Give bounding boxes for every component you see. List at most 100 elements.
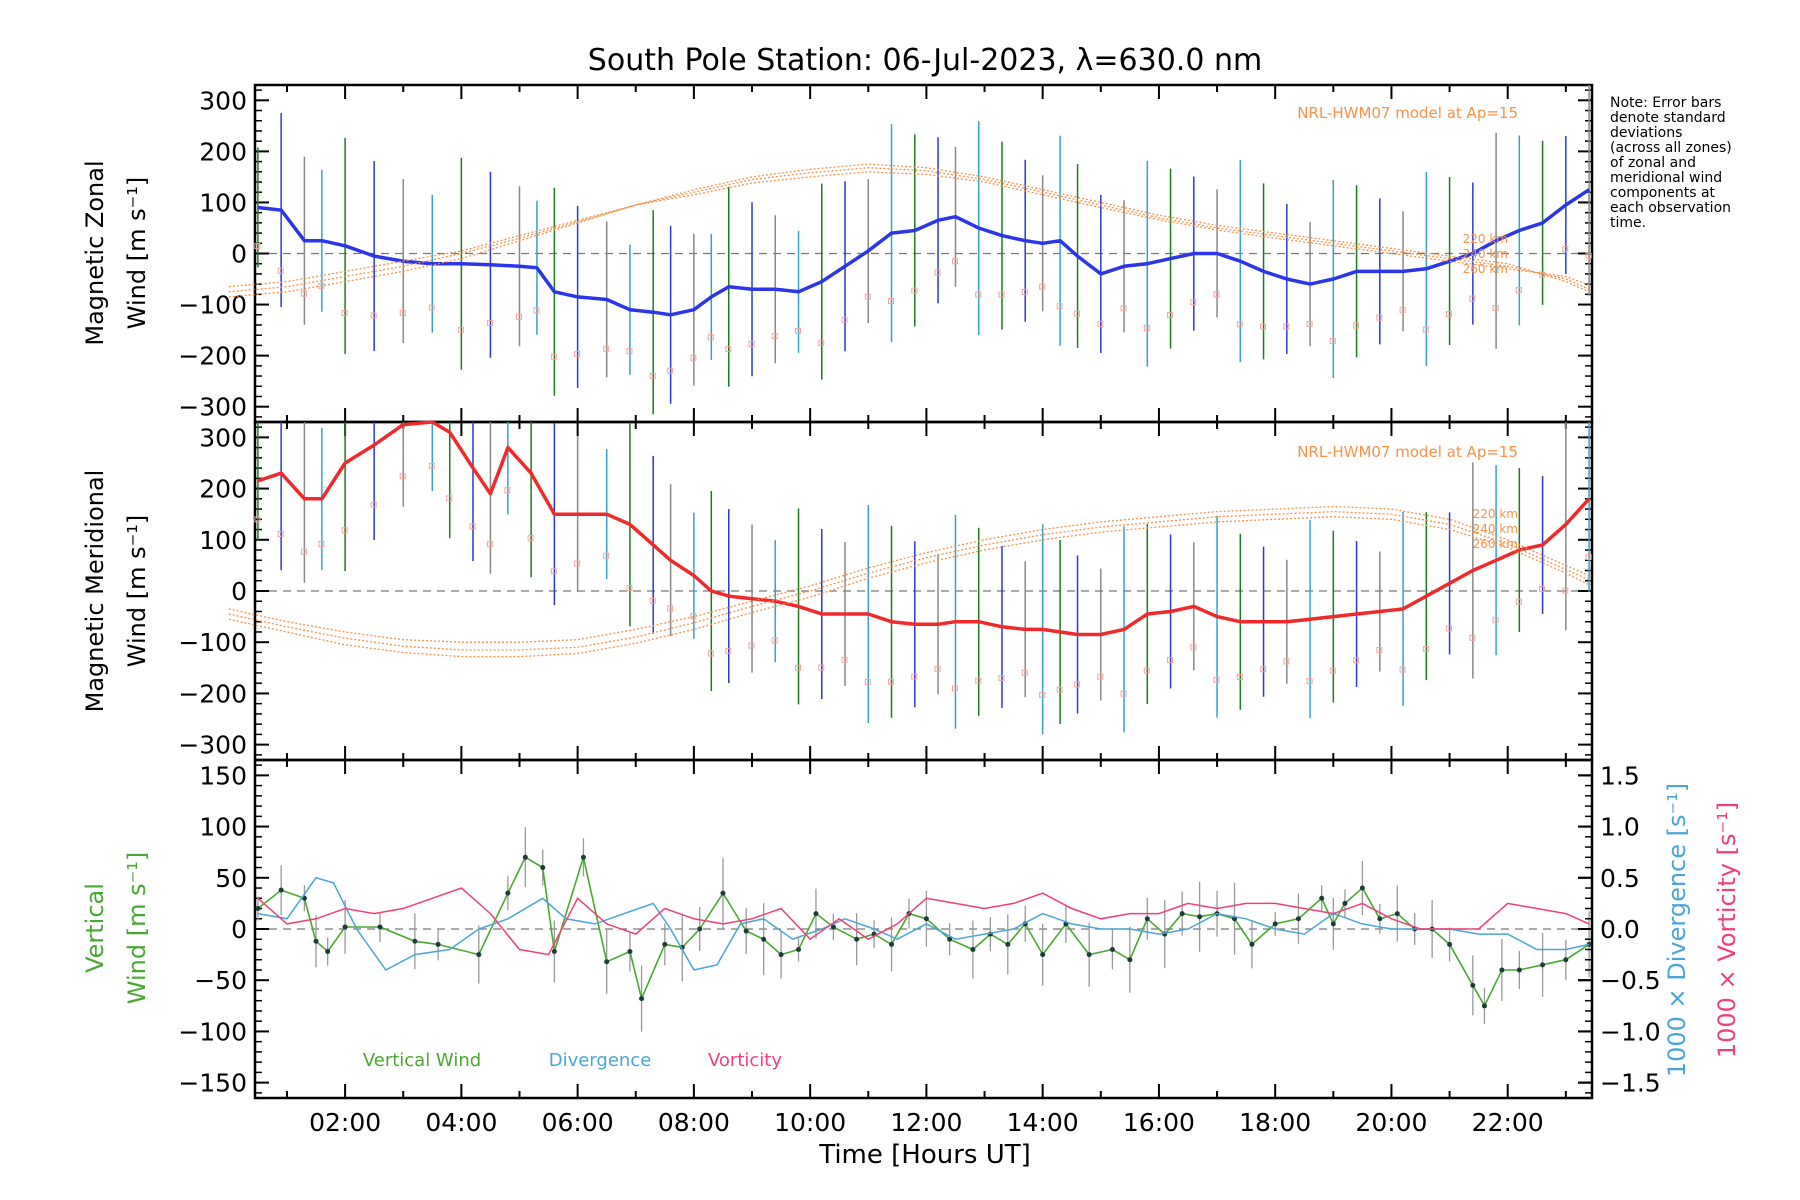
model-220-km-line bbox=[228, 163, 1590, 298]
vertical-wind-point bbox=[813, 911, 819, 917]
y-tick-label: 0 bbox=[231, 915, 247, 944]
zone-sample-marker bbox=[934, 665, 941, 672]
vertical-wind-point bbox=[947, 936, 953, 942]
vertical-wind-point bbox=[255, 906, 261, 912]
zone-sample-marker bbox=[1120, 690, 1127, 697]
vertical-wind-point bbox=[1586, 941, 1592, 947]
y-tick-label: 150 bbox=[199, 761, 247, 790]
vertical-wind-point bbox=[604, 959, 610, 965]
zone-sample-marker bbox=[341, 527, 348, 534]
zone-sample-marker bbox=[975, 677, 982, 684]
vertical-wind-point bbox=[923, 916, 929, 922]
zone-sample-marker bbox=[707, 650, 714, 657]
zone-sample-marker bbox=[1492, 616, 1499, 623]
vertical-wind-point bbox=[1470, 982, 1476, 988]
zone-sample-marker bbox=[574, 560, 581, 567]
zone-sample-marker bbox=[399, 473, 406, 480]
vertical-wind-line bbox=[257, 854, 1590, 1008]
note-line: (across all zones) bbox=[1610, 140, 1732, 156]
vertical-wind-point bbox=[476, 952, 482, 958]
zone-sample-marker bbox=[1120, 305, 1127, 312]
note-line: time. bbox=[1610, 215, 1646, 231]
vertical-wind-point bbox=[1319, 895, 1325, 901]
model-260-km-line bbox=[228, 171, 1590, 288]
vertical-wind-point bbox=[639, 996, 645, 1002]
zone-sample-marker bbox=[1585, 252, 1592, 259]
x-tick-label: 10:00 bbox=[774, 1108, 846, 1137]
zone-sample-marker bbox=[504, 487, 511, 494]
zone-sample-marker bbox=[951, 685, 958, 692]
zone-sample-marker bbox=[515, 313, 522, 320]
y2-tick-label: 1.0 bbox=[1600, 813, 1640, 842]
zonal-alt-label-1: 220 km bbox=[1463, 232, 1508, 246]
meridional-wind-panel: 300 200 100 0 −100 −200 −300 bbox=[178, 420, 1594, 762]
y-tick-label: 200 bbox=[199, 475, 247, 504]
note-line: deviations bbox=[1610, 125, 1682, 141]
zonal-ylabel-2: Wind [m s⁻¹] bbox=[123, 177, 151, 329]
vertical-wind-point bbox=[342, 924, 348, 930]
zone-sample-marker bbox=[1353, 322, 1360, 329]
legend-vorticity: Vorticity bbox=[708, 1050, 782, 1071]
vertical-wind-point bbox=[743, 928, 749, 934]
y2-tick-label: 1.5 bbox=[1600, 761, 1640, 790]
x-tick-label: 02:00 bbox=[309, 1108, 381, 1137]
zone-sample-marker bbox=[1283, 658, 1290, 665]
y-tick-label: −100 bbox=[178, 628, 247, 657]
zone-sample-marker bbox=[1422, 646, 1429, 653]
zone-sample-marker bbox=[934, 269, 941, 276]
zone-sample-marker bbox=[864, 293, 871, 300]
zone-sample-marker bbox=[533, 307, 540, 314]
note-line: Note: Error bars bbox=[1610, 95, 1721, 111]
x-tick-label: 04:00 bbox=[425, 1108, 497, 1137]
x-tick-label: 08:00 bbox=[658, 1108, 730, 1137]
zone-sample-marker bbox=[486, 541, 493, 548]
x-tick-label: 16:00 bbox=[1123, 1108, 1195, 1137]
x-tick-label: 12:00 bbox=[890, 1108, 962, 1137]
vertical-wind-point bbox=[697, 926, 703, 932]
y-tick-label: −200 bbox=[178, 679, 247, 708]
y-tick-label: −200 bbox=[178, 342, 247, 371]
zone-sample-marker bbox=[1074, 310, 1081, 317]
x-tick-label: 22:00 bbox=[1472, 1108, 1544, 1137]
zone-sample-marker bbox=[975, 291, 982, 298]
zone-sample-marker bbox=[428, 462, 435, 469]
meridional-alt-label-3: 260 km bbox=[1473, 537, 1518, 551]
zone-sample-marker bbox=[667, 367, 674, 374]
zone-sample-marker bbox=[626, 348, 633, 355]
vertical-wind-point bbox=[505, 890, 511, 896]
zone-sample-marker bbox=[370, 312, 377, 319]
vertical-wind-point bbox=[1481, 1003, 1487, 1009]
zone-sample-marker bbox=[399, 309, 406, 316]
legend-vertical-wind: Vertical Wind bbox=[363, 1050, 481, 1071]
zone-sample-marker bbox=[1074, 681, 1081, 688]
zone-sample-marker bbox=[1143, 667, 1150, 674]
zonal-alt-label-3: 260 km bbox=[1463, 262, 1508, 276]
zone-sample-marker bbox=[277, 267, 284, 274]
zone-sample-marker bbox=[1353, 657, 1360, 664]
vertical-wind-point bbox=[854, 936, 860, 942]
zonal-wind-line bbox=[257, 188, 1591, 317]
vertical-wind-point bbox=[1272, 921, 1278, 927]
zone-sample-marker bbox=[725, 647, 732, 654]
zone-sample-marker bbox=[1562, 587, 1569, 594]
meridional-ylabel-1: Magnetic Meridional bbox=[81, 470, 109, 713]
vertical-wind-point bbox=[889, 941, 895, 947]
zone-sample-marker bbox=[527, 535, 534, 542]
y2-tick-label: 0.5 bbox=[1600, 864, 1640, 893]
zone-sample-marker bbox=[748, 642, 755, 649]
meridional-alt-label-1: 220 km bbox=[1473, 507, 1518, 521]
y-tick-label: 300 bbox=[199, 86, 247, 115]
zone-sample-marker bbox=[690, 354, 697, 361]
zone-sample-marker bbox=[1562, 245, 1569, 252]
zone-sample-marker bbox=[1056, 686, 1063, 693]
zone-sample-marker bbox=[951, 258, 958, 265]
vertical-wind-point bbox=[627, 949, 633, 955]
vertical-wind-point bbox=[1179, 911, 1185, 917]
zone-sample-marker bbox=[1167, 312, 1174, 319]
zone-sample-marker bbox=[1446, 625, 1453, 632]
meridional-wind-line bbox=[257, 420, 1591, 637]
note-line: denote standard bbox=[1610, 110, 1726, 126]
zone-sample-marker bbox=[1283, 323, 1290, 330]
zonal-model-label: NRL-HWM07 model at Ap=15 bbox=[1297, 104, 1518, 122]
